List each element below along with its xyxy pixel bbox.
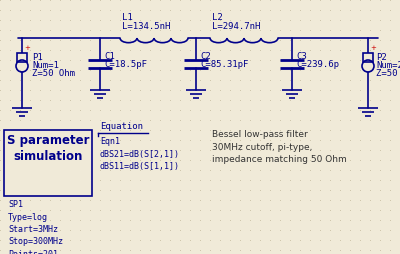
Text: Z=50 Ohm: Z=50 Ohm [32,69,75,78]
Text: C2: C2 [200,52,211,61]
Text: +: + [370,45,376,51]
Text: Eqn1
dBS21=dB(S[2,1])
dBS11=dB(S[1,1]): Eqn1 dBS21=dB(S[2,1]) dBS11=dB(S[1,1]) [100,137,180,171]
FancyBboxPatch shape [4,130,92,196]
Text: S parameter
simulation: S parameter simulation [7,134,89,163]
Text: C1: C1 [104,52,115,61]
Text: Bessel low-pass filter
30MHz cutoff, pi-type,
impedance matching 50 Ohm: Bessel low-pass filter 30MHz cutoff, pi-… [212,130,347,164]
Text: L=294.7nH: L=294.7nH [212,22,260,31]
Text: C=18.5pF: C=18.5pF [104,60,147,69]
Text: P1: P1 [32,53,43,62]
FancyBboxPatch shape [363,53,373,62]
Text: Equation: Equation [100,122,143,131]
Text: SP1
Type=log
Start=3MHz
Stop=300MHz
Points=201: SP1 Type=log Start=3MHz Stop=300MHz Poin… [8,200,63,254]
Text: C=85.31pF: C=85.31pF [200,60,248,69]
Text: +: + [24,45,30,51]
Text: L=134.5nH: L=134.5nH [122,22,170,31]
FancyBboxPatch shape [17,53,27,62]
Text: Z=50 Ohm: Z=50 Ohm [376,69,400,78]
Text: Num=2: Num=2 [376,61,400,70]
Text: C=239.6p: C=239.6p [296,60,339,69]
Text: C3: C3 [296,52,307,61]
Text: P2: P2 [376,53,387,62]
Text: L1: L1 [122,13,133,22]
Text: Num=1: Num=1 [32,61,59,70]
Text: L2: L2 [212,13,223,22]
